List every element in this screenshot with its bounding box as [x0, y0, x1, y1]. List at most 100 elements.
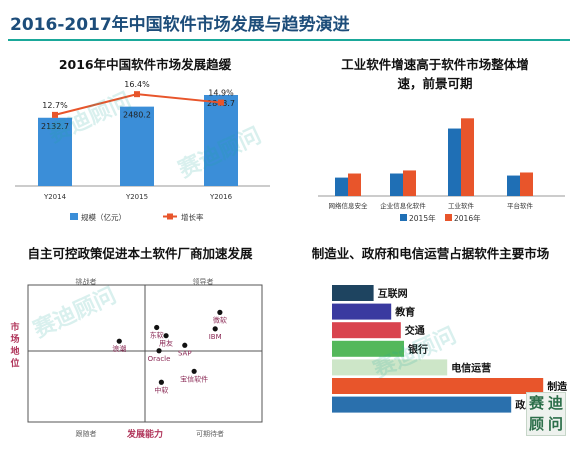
- logo-char-3: 顾: [528, 415, 544, 433]
- segment-legend-swatch: [400, 214, 407, 221]
- segment-category-label: 网络信息安全: [329, 201, 369, 210]
- growth-bar: [204, 95, 238, 186]
- quadrant-label-challenger: 挑战者: [76, 277, 97, 286]
- segment-category-label: 工业软件: [448, 201, 475, 210]
- segment-bar: [461, 118, 474, 196]
- vendor-label: SAP: [178, 349, 192, 357]
- segment-bar: [348, 173, 361, 196]
- matrix-y-axis-char: 市: [10, 321, 19, 333]
- logo-char-2: 迪: [547, 394, 563, 412]
- growth-chart-categories: Y2014 Y2015 Y2016: [43, 193, 233, 201]
- industry-bars: 互联网教育交通银行电信运营制造政府: [332, 285, 568, 413]
- growth-chart-legend: 规模（亿元） 增长率: [70, 212, 204, 222]
- growth-rate-label: 12.7%: [42, 101, 68, 110]
- matrix-y-axis-char: 地: [10, 345, 19, 357]
- vendor-label: 浪潮: [112, 344, 126, 353]
- vendor-label: 宝信软件: [180, 374, 208, 383]
- growth-bar: [120, 106, 154, 186]
- vendor-label: IBM: [209, 333, 222, 341]
- segment-bar: [335, 177, 348, 196]
- segment-bar: [448, 128, 461, 196]
- quadrant-label-follower: 跟随者: [76, 429, 97, 438]
- growth-bar-label: 2480.2: [123, 111, 151, 120]
- industry-label: 互联网: [378, 287, 408, 300]
- vendor-point: [182, 342, 188, 348]
- segment-category-label: 平台软件: [507, 201, 534, 210]
- industry-label: 教育: [394, 306, 415, 319]
- growth-category-label: Y2014: [43, 193, 67, 201]
- saidi-logo: 赛 迪 顾 问: [526, 392, 566, 436]
- vendor-label: 用友: [159, 339, 173, 348]
- industry-label: 交通: [405, 324, 425, 337]
- industry-bar: [332, 340, 404, 357]
- growth-rate-point: [218, 99, 224, 106]
- matrix-x-axis-label: 发展能力: [126, 428, 163, 440]
- legend-marker-growth: [167, 213, 173, 220]
- segment-bar: [507, 175, 520, 196]
- growth-category-label: Y2015: [125, 193, 148, 201]
- growth-category-label: Y2016: [209, 193, 233, 201]
- segment-bar: [520, 172, 533, 196]
- growth-chart-line: 12.7% 16.4% 14.9%: [42, 80, 234, 118]
- segment-legend-label: 2015年: [409, 213, 436, 223]
- panel-title-line-1: 工业软件增速高于软件市场整体增: [341, 57, 529, 72]
- vendor-label: 微软: [213, 315, 227, 324]
- growth-rate-point: [134, 91, 140, 98]
- vendor-point: [217, 309, 223, 315]
- growth-rate-label: 16.4%: [124, 80, 150, 89]
- legend-label-growth: 增长率: [181, 212, 204, 222]
- vendor-label: Oracle: [148, 355, 171, 363]
- vendor-point: [212, 326, 218, 332]
- vendor-point: [116, 338, 122, 344]
- industry-bar: [332, 359, 448, 376]
- matrix-y-axis-char: 位: [10, 357, 19, 369]
- logo-char-4: 问: [547, 415, 563, 433]
- industry-bar: [332, 396, 512, 413]
- growth-bar-label: 2132.7: [41, 122, 69, 131]
- segment-chart-legend: 2015年 2016年: [400, 213, 481, 223]
- vendor-label: 中软: [154, 385, 168, 394]
- page-title: 2016-2017年中国软件市场发展与趋势演进: [10, 15, 350, 35]
- panel-title-industry-share: 制造业、政府和电信运营占据软件主要市场: [311, 246, 550, 261]
- panel-title-line-2: 速，前景可期: [397, 76, 473, 91]
- industry-bar: [332, 322, 401, 339]
- quadrant-label-promising: 可期待者: [196, 429, 224, 438]
- legend-label-scale: 规模（亿元）: [81, 212, 126, 222]
- panel-title-industrial-software: 工业软件增速高于软件市场整体增 速，前景可期: [315, 55, 555, 93]
- segment-bar: [390, 173, 403, 196]
- industry-label: 制造: [547, 380, 568, 393]
- segment-chart-categories: 网络信息安全 企业信息化软件 工业软件 平台软件: [329, 201, 534, 210]
- vendor-point: [154, 324, 160, 331]
- vendor-label: 东软: [150, 330, 164, 339]
- industry-bar: [332, 303, 392, 320]
- segment-legend-swatch: [445, 214, 452, 221]
- industry-label: 电信运营: [451, 361, 491, 374]
- industry-bar: [332, 285, 374, 301]
- segment-chart-bars: [335, 118, 533, 196]
- panel-title-vendor-matrix: 自主可控政策促进本土软件厂商加速发展: [27, 246, 253, 261]
- vendor-point: [163, 333, 169, 339]
- legend-swatch-scale: [70, 213, 78, 220]
- industry-bar: [332, 378, 544, 394]
- logo-char-1: 赛: [528, 394, 544, 412]
- industry-label: 银行: [408, 343, 428, 356]
- segment-category-label: 企业信息化软件: [380, 201, 426, 210]
- quadrant-label-leader: 领导者: [193, 277, 214, 286]
- panel-title-market-trend: 2016年中国软件市场发展趋缓: [58, 57, 232, 72]
- title-divider: [8, 39, 570, 41]
- vendor-point: [158, 379, 164, 385]
- segment-legend-label: 2016年: [454, 213, 481, 223]
- vendor-point: [156, 348, 162, 354]
- growth-rate-point: [52, 111, 58, 118]
- vendor-point: [191, 368, 197, 374]
- growth-bar: [38, 117, 72, 186]
- segment-bar: [403, 170, 416, 196]
- matrix-y-axis-char: 场: [10, 333, 19, 345]
